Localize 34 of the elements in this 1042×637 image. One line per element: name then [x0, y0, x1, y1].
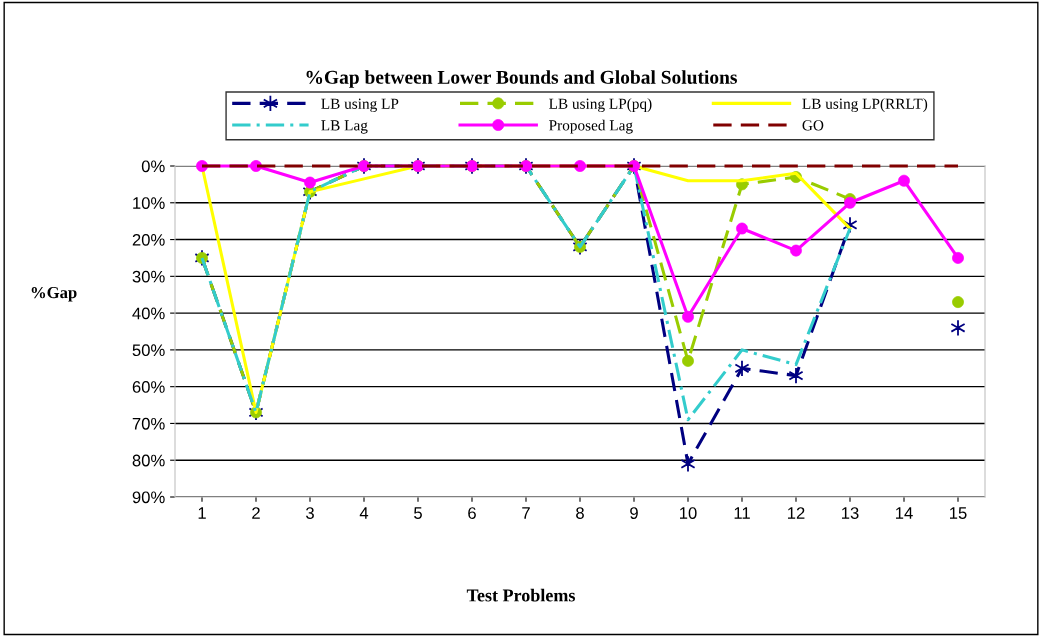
y-tick-label: 50% [132, 344, 165, 357]
legend-label: LB using LP(RRLT) [802, 98, 928, 113]
x-tick-label: 7 [522, 507, 530, 519]
legend-label: Proposed Lag [549, 119, 633, 134]
y-axis-title: %Gap [31, 286, 77, 302]
legend-label: LB using LP(pq) [549, 98, 652, 113]
x-tick-label: 15 [950, 507, 967, 519]
y-tick-label: 20% [132, 233, 165, 246]
x-tick-label: 6 [468, 507, 476, 519]
y-tick-label: 70% [132, 417, 165, 430]
x-tick-label: 5 [414, 507, 422, 519]
y-tick-label: 0% [141, 160, 165, 173]
legend-label: LB Lag [321, 120, 368, 134]
x-tick-label: 9 [630, 507, 638, 519]
x-tick-label: 10 [680, 507, 697, 519]
x-tick-label: 14 [896, 507, 913, 519]
y-tick-label: 60% [132, 381, 165, 393]
x-tick-label: 13 [842, 507, 859, 519]
legend-label: GO [802, 120, 824, 131]
x-tick-label: 8 [576, 507, 584, 519]
legend-label: LB using LP [321, 98, 399, 113]
y-tick-label: 10% [133, 197, 165, 209]
x-tick-label: 1 [198, 507, 206, 519]
y-tick-label: 30% [132, 270, 165, 283]
y-tick-label: 40% [132, 307, 165, 320]
x-tick-label: 4 [359, 507, 369, 519]
x-axis-title: Test Problems [466, 588, 575, 602]
chart-title: %Gap between Lower Bounds and Global Solutions [306, 70, 737, 88]
x-tick-label: 2 [252, 507, 260, 519]
y-tick-label: 90% [132, 491, 165, 504]
x-tick-label: 11 [734, 507, 750, 519]
y-tick-label: 80% [132, 454, 165, 467]
x-tick-label: 12 [788, 507, 805, 519]
x-tick-label: 3 [306, 507, 314, 519]
